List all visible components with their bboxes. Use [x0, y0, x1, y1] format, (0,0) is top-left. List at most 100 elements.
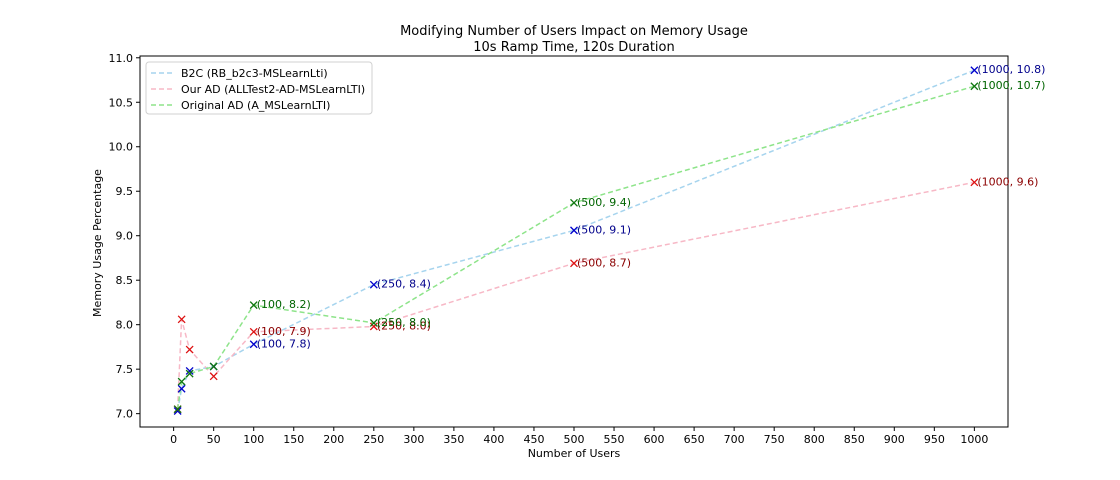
x-tick-label: 750: [764, 433, 785, 446]
data-point-marker: [209, 362, 218, 371]
x-tick-label: 300: [403, 433, 424, 446]
y-tick-label: 9.5: [116, 185, 134, 198]
y-tick-label: 11.0: [109, 52, 134, 65]
data-point-marker: [249, 340, 258, 349]
data-label: (1000, 9.6): [977, 175, 1038, 188]
x-tick-label: 550: [604, 433, 625, 446]
marker-stroke: [369, 280, 378, 289]
marker-stroke: [185, 369, 194, 378]
x-tick-label: 50: [207, 433, 221, 446]
marker-stroke: [185, 366, 194, 375]
data-point-marker: [570, 226, 578, 235]
x-tick-label: 850: [844, 433, 865, 446]
marker-stroke: [970, 82, 979, 91]
x-tick-label: 450: [523, 433, 544, 446]
data-point-marker: [249, 301, 258, 310]
plot-area: 0 50 100 150 200 250 300 350 400 450 500 550 600 650 7…: [109, 52, 1046, 446]
data-point-marker: [369, 322, 378, 331]
y-tick-label: 9.0: [116, 230, 134, 243]
marker-stroke: [249, 301, 258, 310]
y-tick-label: 7.0: [116, 408, 134, 421]
legend-box: [145, 61, 373, 115]
data-label: (250, 8.4): [377, 278, 431, 291]
series-line-2: [176, 85, 975, 410]
series-line-0: [176, 69, 975, 412]
data-point-marker: [173, 405, 182, 414]
legend-label: B2C (RB_b2c3-MSLearnLti): [181, 67, 328, 80]
x-tick-label: 0: [170, 433, 177, 446]
legend: B2C (RB_b2c3-MSLearnLti) Our AD (ALLTest2…: [145, 61, 373, 115]
data-point-marker: [185, 369, 194, 378]
marker-stroke: [177, 377, 186, 386]
x-tick-label: 800: [804, 433, 825, 446]
data-label: (100, 7.9): [257, 325, 311, 338]
chart-title: Modifying Number of Users Impact on Memo…: [400, 24, 748, 39]
marker-stroke: [249, 327, 258, 336]
x-tick-label: 600: [644, 433, 665, 446]
y-tick-label: 8.0: [116, 319, 134, 332]
x-tick-label: 700: [724, 433, 745, 446]
data-point-marker: [369, 280, 378, 289]
marker-stroke: [173, 407, 182, 415]
marker-stroke: [249, 340, 258, 349]
data-point-marker: [970, 66, 979, 75]
x-tick-label: 400: [483, 433, 504, 446]
x-tick-label: 1000: [960, 433, 988, 446]
chart-subtitle: 10s Ramp Time, 120s Duration: [473, 40, 674, 55]
marker-stroke: [970, 178, 979, 187]
data-point-marker: [249, 327, 258, 336]
marker-stroke: [177, 315, 186, 324]
marker-stroke: [369, 318, 378, 327]
data-point-marker: [177, 315, 186, 324]
x-tick-label: 950: [924, 433, 945, 446]
x-tick-label: 650: [684, 433, 705, 446]
x-tick-label: 100: [243, 433, 264, 446]
data-point-marker: [185, 345, 194, 354]
marker-stroke: [570, 226, 578, 235]
x-tick-label: 200: [323, 433, 344, 446]
y-tick-label: 10.0: [109, 141, 134, 154]
data-label: (1000, 10.7): [977, 79, 1045, 92]
marker-stroke: [209, 372, 218, 381]
x-tick-label: 350: [443, 433, 464, 446]
data-point-marker: [570, 198, 578, 207]
data-point-marker: [970, 178, 979, 187]
data-label: (500, 8.7): [577, 256, 631, 269]
marker-stroke: [177, 384, 186, 393]
y-tick-label: 7.5: [116, 363, 134, 376]
marker-stroke: [970, 66, 979, 75]
marker-stroke: [173, 405, 182, 414]
y-tick-label: 10.5: [109, 96, 134, 109]
marker-stroke: [185, 345, 194, 354]
y-tick-label: 8.5: [116, 274, 134, 287]
data-point-marker: [369, 318, 378, 327]
x-tick-label: 250: [363, 433, 384, 446]
data-label: (100, 7.8): [257, 337, 311, 350]
data-point-marker: [173, 407, 182, 415]
data-point-marker: [209, 372, 218, 381]
y-axis-label: Memory Usage Percentage: [91, 169, 104, 317]
x-tick-label: 900: [884, 433, 905, 446]
data-point-marker: [177, 384, 186, 393]
data-point-marker: [570, 259, 578, 268]
x-tick-label: 150: [283, 433, 304, 446]
data-label: (250, 8.0): [377, 319, 431, 332]
marker-stroke: [570, 259, 578, 268]
data-point-marker: [185, 366, 194, 375]
data-label: (500, 9.1): [577, 223, 631, 236]
data-label: (1000, 10.8): [977, 63, 1045, 76]
data-label: (100, 8.2): [257, 298, 311, 311]
series-line-1: [176, 181, 975, 410]
marker-stroke: [369, 322, 378, 331]
legend-label: Original AD (A_MSLearnLTI): [181, 99, 330, 112]
data-point-marker: [177, 377, 186, 386]
x-tick-label: 500: [564, 433, 585, 446]
marker-stroke: [209, 362, 218, 371]
x-axis-label: Number of Users: [528, 447, 621, 460]
marker-stroke: [570, 198, 578, 207]
data-point-marker: [970, 82, 979, 91]
legend-label: Our AD (ALLTest2-AD-MSLearnLTI): [181, 83, 365, 96]
data-label: (250, 8.0): [377, 316, 431, 329]
data-label: (500, 9.4): [577, 196, 631, 209]
